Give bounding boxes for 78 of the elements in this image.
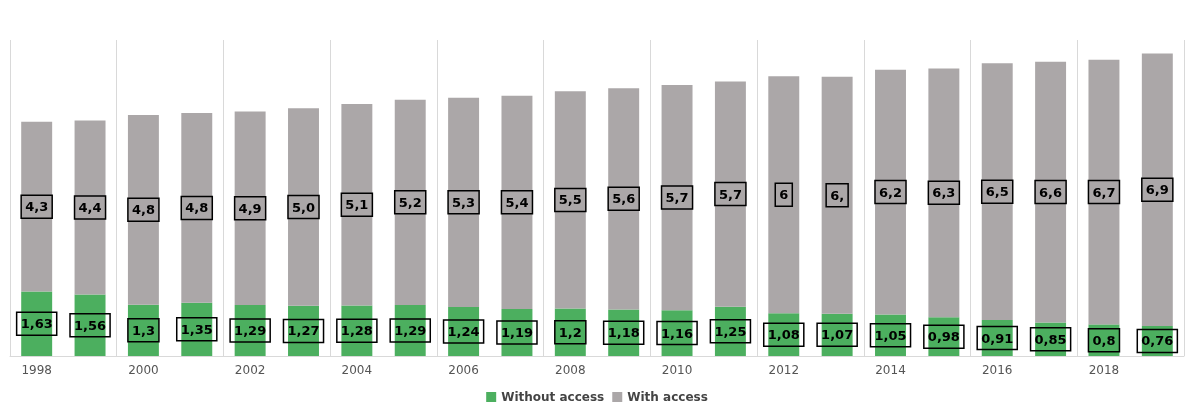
data-label: 1,05 xyxy=(874,327,907,343)
bar xyxy=(341,103,373,306)
data-label: 5,2 xyxy=(398,194,422,210)
data-label: 1,07 xyxy=(821,327,854,343)
data-label: 1,08 xyxy=(767,327,800,343)
data-label: 1,16 xyxy=(661,325,694,341)
bar xyxy=(21,121,53,292)
data-label: 4,9 xyxy=(238,200,262,216)
x-tick-label: 2006 xyxy=(448,363,479,377)
bar xyxy=(1141,53,1173,326)
bar xyxy=(181,113,213,303)
data-label: 6,5 xyxy=(985,184,1009,200)
data-label: 0,98 xyxy=(927,329,960,345)
data-label: 1,29 xyxy=(234,323,267,339)
x-tick-label: 2000 xyxy=(128,363,159,377)
x-tick-label: 2010 xyxy=(661,363,693,377)
data-label: 1,56 xyxy=(74,317,107,333)
x-tick-label: 2008 xyxy=(555,363,586,377)
data-label: 1,3 xyxy=(131,322,155,338)
data-label: 6 xyxy=(779,187,789,203)
bar xyxy=(821,76,853,314)
bar xyxy=(981,63,1013,321)
data-label: 5,5 xyxy=(558,192,582,208)
data-label: 6, xyxy=(830,187,845,203)
data-label: 4,8 xyxy=(185,200,209,216)
data-label: 6,9 xyxy=(1145,182,1169,198)
bar xyxy=(714,81,746,307)
bar xyxy=(234,111,266,306)
bar xyxy=(394,99,426,306)
data-label: 5,6 xyxy=(612,191,636,207)
bar xyxy=(768,76,800,314)
data-label: 5,7 xyxy=(665,190,689,206)
data-label: 1,24 xyxy=(447,324,480,340)
data-label: 1,29 xyxy=(394,323,427,339)
x-tick-label: 1998 xyxy=(21,363,52,377)
bar xyxy=(875,69,906,315)
data-label: 4,8 xyxy=(131,202,155,218)
data-label: 6,2 xyxy=(878,184,903,200)
data-label: 6,6 xyxy=(1039,184,1063,200)
legend-label: Without access xyxy=(501,390,605,404)
x-tick-label: 2002 xyxy=(234,363,266,377)
data-label: 5,4 xyxy=(505,194,529,210)
data-label: 5,3 xyxy=(452,194,476,210)
data-label: 1,27 xyxy=(287,323,320,339)
data-label: 1,18 xyxy=(607,325,640,341)
data-label: 5,7 xyxy=(718,186,742,202)
data-label: 0,91 xyxy=(981,330,1014,346)
bar xyxy=(1088,59,1120,325)
data-label: 0,76 xyxy=(1141,333,1174,349)
x-tick-label: 2014 xyxy=(875,363,906,377)
data-label: 5,0 xyxy=(291,199,316,215)
bar xyxy=(554,91,586,309)
data-label: 0,85 xyxy=(1034,331,1067,347)
bar xyxy=(448,97,480,308)
legend-label: With access xyxy=(627,390,708,404)
data-label: 0,8 xyxy=(1092,332,1116,348)
data-label: 1,28 xyxy=(340,323,373,339)
x-tick-label: 2012 xyxy=(768,363,800,377)
data-label: 6,3 xyxy=(932,185,956,201)
x-tick-label: 2004 xyxy=(341,363,373,377)
data-label: 6,7 xyxy=(1092,184,1116,200)
data-label: 4,4 xyxy=(78,199,102,215)
data-label: 1,63 xyxy=(20,316,53,332)
data-label: 1,25 xyxy=(714,323,747,339)
bar xyxy=(127,115,159,305)
data-label: 4,3 xyxy=(25,199,49,215)
data-label: 1,35 xyxy=(180,321,213,337)
bar xyxy=(608,88,640,310)
x-tick-label: 2018 xyxy=(1088,363,1120,377)
bar xyxy=(661,85,693,311)
bar xyxy=(288,108,319,306)
data-label: 5,1 xyxy=(345,197,369,213)
bar xyxy=(928,68,960,318)
x-tick-label: 2016 xyxy=(981,363,1013,377)
bar xyxy=(501,95,533,309)
bar xyxy=(74,120,106,295)
data-label: 1,2 xyxy=(558,324,582,340)
bar xyxy=(1035,61,1067,323)
